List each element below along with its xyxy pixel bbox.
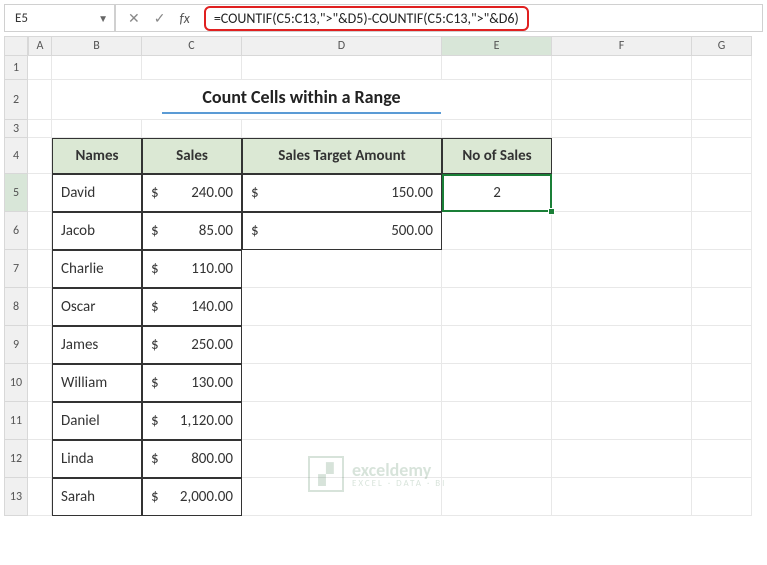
table-cell: Oscar bbox=[52, 288, 142, 326]
col-header[interactable]: F bbox=[552, 36, 692, 56]
row-header[interactable]: 2 bbox=[4, 80, 28, 120]
table-cell: Jacob bbox=[52, 212, 142, 250]
table-cell: Linda bbox=[52, 440, 142, 478]
page-title: Count Cells within a Range bbox=[162, 86, 440, 114]
selected-cell: 2 bbox=[442, 174, 552, 212]
row-header[interactable]: 1 bbox=[4, 56, 28, 80]
table-cell: $85.00 bbox=[142, 212, 242, 250]
row-header[interactable]: 10 bbox=[4, 364, 28, 402]
formula-bar: E5 ▼ ✕ ✓ fx =COUNTIF(C5:C13,">"&D5)-COUN… bbox=[4, 4, 763, 32]
watermark: ▞ exceldemy EXCEL · DATA · BI bbox=[308, 456, 446, 492]
row-header[interactable]: 12 bbox=[4, 440, 28, 478]
worksheet: A B C D E F G 1 2 3 4 5 6 7 8 9 10 11 12… bbox=[4, 36, 763, 516]
table-cell: James bbox=[52, 326, 142, 364]
watermark-brand: exceldemy bbox=[352, 461, 446, 479]
fx-icon[interactable]: fx bbox=[179, 10, 189, 27]
table-cell: $110.00 bbox=[142, 250, 242, 288]
col-header[interactable]: B bbox=[52, 36, 142, 56]
table-cell: Daniel bbox=[52, 402, 142, 440]
chevron-down-icon[interactable]: ▼ bbox=[98, 12, 108, 25]
table-cell: $1,120.00 bbox=[142, 402, 242, 440]
formula-bar-icons: ✕ ✓ fx bbox=[116, 10, 202, 27]
name-box[interactable]: E5 ▼ bbox=[5, 5, 115, 31]
col-header[interactable]: A bbox=[28, 36, 52, 56]
row-header[interactable]: 4 bbox=[4, 138, 28, 174]
table-cell: William bbox=[52, 364, 142, 402]
row-header[interactable]: 3 bbox=[4, 120, 28, 138]
col-header[interactable]: E bbox=[442, 36, 552, 56]
table-cell: David bbox=[52, 174, 142, 212]
cell-grid[interactable]: Count Cells within a Range Names Sales S… bbox=[28, 56, 752, 516]
fill-handle[interactable] bbox=[548, 208, 555, 215]
table-cell: $240.00 bbox=[142, 174, 242, 212]
formula-input[interactable]: =COUNTIF(C5:C13,">"&D5)-COUNTIF(C5:C13,"… bbox=[202, 5, 762, 31]
row-header[interactable]: 9 bbox=[4, 326, 28, 364]
watermark-icon: ▞ bbox=[308, 456, 344, 492]
table-cell: $2,000.00 bbox=[142, 478, 242, 516]
row-headers: 1 2 3 4 5 6 7 8 9 10 11 12 13 bbox=[4, 56, 28, 516]
col-header[interactable]: C bbox=[142, 36, 242, 56]
confirm-icon[interactable]: ✓ bbox=[154, 10, 166, 27]
table-cell: $800.00 bbox=[142, 440, 242, 478]
row-header[interactable]: 13 bbox=[4, 478, 28, 516]
table-header: Names bbox=[52, 138, 142, 174]
col-header[interactable]: D bbox=[242, 36, 442, 56]
row-header[interactable]: 6 bbox=[4, 212, 28, 250]
table-cell: $140.00 bbox=[142, 288, 242, 326]
row-header[interactable]: 11 bbox=[4, 402, 28, 440]
table-cell: Sarah bbox=[52, 478, 142, 516]
table-header: Sales Target Amount bbox=[242, 138, 442, 174]
row-header[interactable]: 7 bbox=[4, 250, 28, 288]
table-cell: $500.00 bbox=[242, 212, 442, 250]
table-cell: $250.00 bbox=[142, 326, 242, 364]
row-header[interactable]: 5 bbox=[4, 174, 28, 212]
table-header: No of Sales bbox=[442, 138, 552, 174]
table-header: Sales bbox=[142, 138, 242, 174]
formula-text: =COUNTIF(C5:C13,">"&D5)-COUNTIF(C5:C13,"… bbox=[204, 6, 529, 31]
select-all-triangle[interactable] bbox=[4, 36, 28, 56]
name-box-value: E5 bbox=[15, 11, 90, 26]
cancel-icon[interactable]: ✕ bbox=[128, 10, 140, 27]
watermark-tag: EXCEL · DATA · BI bbox=[352, 479, 446, 488]
column-headers: A B C D E F G bbox=[28, 36, 752, 56]
table-cell: $130.00 bbox=[142, 364, 242, 402]
table-cell: Charlie bbox=[52, 250, 142, 288]
row-header[interactable]: 8 bbox=[4, 288, 28, 326]
table-cell: $150.00 bbox=[242, 174, 442, 212]
col-header[interactable]: G bbox=[692, 36, 752, 56]
